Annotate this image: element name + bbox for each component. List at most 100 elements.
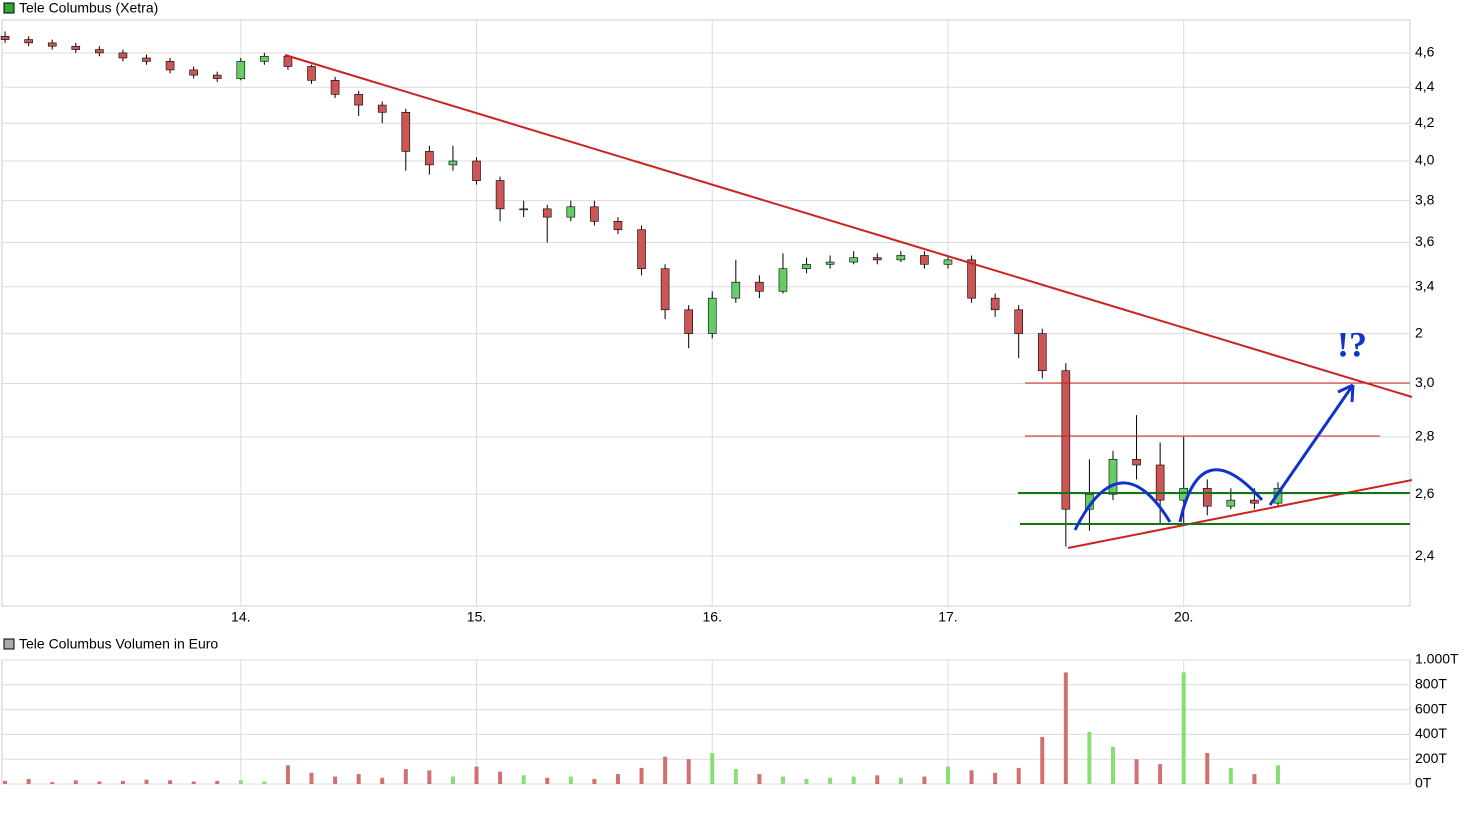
candle-body — [142, 57, 151, 62]
candle-body — [1226, 499, 1236, 507]
volume-bar — [1252, 774, 1257, 784]
candle-body — [542, 208, 552, 218]
volume-bar — [238, 780, 243, 784]
volume-bar — [50, 782, 55, 784]
candle-body — [1132, 458, 1141, 466]
volume-bar — [686, 759, 691, 784]
arc — [1178, 468, 1264, 523]
x-tick-label: 14. — [231, 609, 250, 625]
y-tick-label: 3,6 — [1415, 233, 1435, 249]
volume-bar — [1134, 759, 1139, 784]
volume-bar — [1110, 746, 1115, 784]
volume-bar — [780, 776, 785, 784]
volume-bar — [356, 774, 361, 784]
volume-bar — [73, 780, 78, 784]
candle-body — [283, 55, 293, 67]
volume-bar — [26, 779, 31, 784]
candle-body — [71, 45, 81, 50]
y-tick-label: 0T — [1415, 775, 1432, 791]
volume-bar — [309, 772, 314, 784]
candle-body — [637, 229, 646, 270]
candle-body — [849, 257, 858, 263]
candle-body — [896, 255, 906, 261]
y-tick-label: 4,4 — [1415, 78, 1435, 94]
candle-body — [613, 221, 623, 231]
volume-title: Tele Columbus Volumen in Euro — [19, 636, 218, 652]
candle-body — [425, 151, 434, 166]
candle-body — [707, 297, 717, 334]
volume-bar — [403, 769, 408, 784]
candle-body — [519, 208, 528, 211]
volume-bar — [969, 770, 974, 784]
volume-bar — [120, 780, 125, 784]
y-tick-label: 3,4 — [1415, 277, 1435, 293]
x-tick-label: 16. — [703, 609, 722, 625]
arrow — [1268, 383, 1355, 506]
candle-body — [330, 79, 340, 95]
y-tick-label: 2,6 — [1415, 485, 1435, 501]
annotation: !? — [1337, 324, 1367, 364]
candle-body — [189, 69, 198, 76]
volume-bar — [97, 781, 102, 784]
candle-body — [0, 35, 10, 40]
y-tick-label: 2,8 — [1415, 428, 1435, 444]
volume-frame — [1, 659, 1411, 785]
volume-bar — [1228, 767, 1233, 784]
candle-body — [448, 160, 458, 166]
chart-title: Tele Columbus (Xetra) — [19, 0, 158, 16]
volume-bar — [498, 771, 503, 784]
volume-bar — [521, 775, 526, 784]
volume-bar — [568, 776, 573, 784]
volume-bar — [3, 780, 8, 784]
volume-bar — [333, 776, 338, 784]
volume-bar — [757, 774, 762, 784]
volume-bar — [191, 781, 196, 784]
volume-bar — [545, 777, 550, 784]
volume-bar — [1205, 753, 1210, 784]
y-tick-label: 3,0 — [1415, 374, 1435, 390]
candle-body — [684, 309, 693, 334]
trend-line — [284, 54, 1413, 398]
candle-body — [212, 74, 222, 79]
volume-bar — [639, 767, 644, 784]
volume-bar — [1181, 672, 1186, 784]
candle-body — [1250, 499, 1259, 504]
x-tick-label: 17. — [938, 609, 957, 625]
trend-line — [1067, 479, 1413, 549]
volume-bar — [450, 776, 455, 784]
x-tick-label: 20. — [1174, 609, 1193, 625]
candle-body — [660, 268, 670, 311]
candle-body — [590, 206, 599, 222]
volume-bar — [710, 753, 715, 784]
volume-bar — [144, 779, 149, 784]
volume-bar — [804, 779, 809, 784]
candle-body — [990, 297, 1000, 311]
y-tick-label: 800T — [1415, 676, 1447, 692]
volume-bar — [615, 774, 620, 784]
volume-bar — [993, 772, 998, 784]
volume-bar — [427, 770, 432, 784]
candle-body — [778, 268, 788, 292]
volume-bar — [168, 780, 173, 784]
y-tick-label: 4,0 — [1415, 152, 1435, 168]
arc — [1073, 481, 1172, 531]
volume-bar — [1063, 672, 1068, 784]
volume-bar — [945, 766, 950, 784]
volume-bar — [875, 775, 880, 784]
candle-body — [472, 160, 481, 181]
candle-body — [95, 49, 104, 54]
candle-body — [1202, 487, 1212, 507]
volume-bar — [851, 776, 856, 784]
y-tick-label: 4,2 — [1415, 114, 1435, 130]
y-tick-label: 2,4 — [1415, 547, 1435, 563]
volume-bar — [1158, 764, 1163, 784]
candle-body — [566, 206, 576, 218]
candle-body — [401, 112, 411, 152]
candle-body — [118, 52, 128, 59]
candle-body — [755, 281, 764, 292]
y-tick-label: 200T — [1415, 750, 1447, 766]
candle-body — [731, 281, 741, 299]
y-tick-label: 400T — [1415, 725, 1447, 741]
volume-bar — [215, 780, 220, 784]
volume-bar — [1016, 767, 1021, 784]
